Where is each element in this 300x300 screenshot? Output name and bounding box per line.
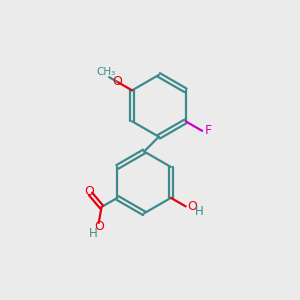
Text: O: O [187, 200, 197, 213]
Text: O: O [112, 75, 122, 88]
Text: O: O [84, 185, 94, 198]
Text: O: O [94, 220, 104, 233]
Text: CH₃: CH₃ [97, 67, 116, 77]
Text: H: H [194, 205, 203, 218]
Text: F: F [205, 124, 212, 137]
Text: H: H [88, 227, 97, 240]
